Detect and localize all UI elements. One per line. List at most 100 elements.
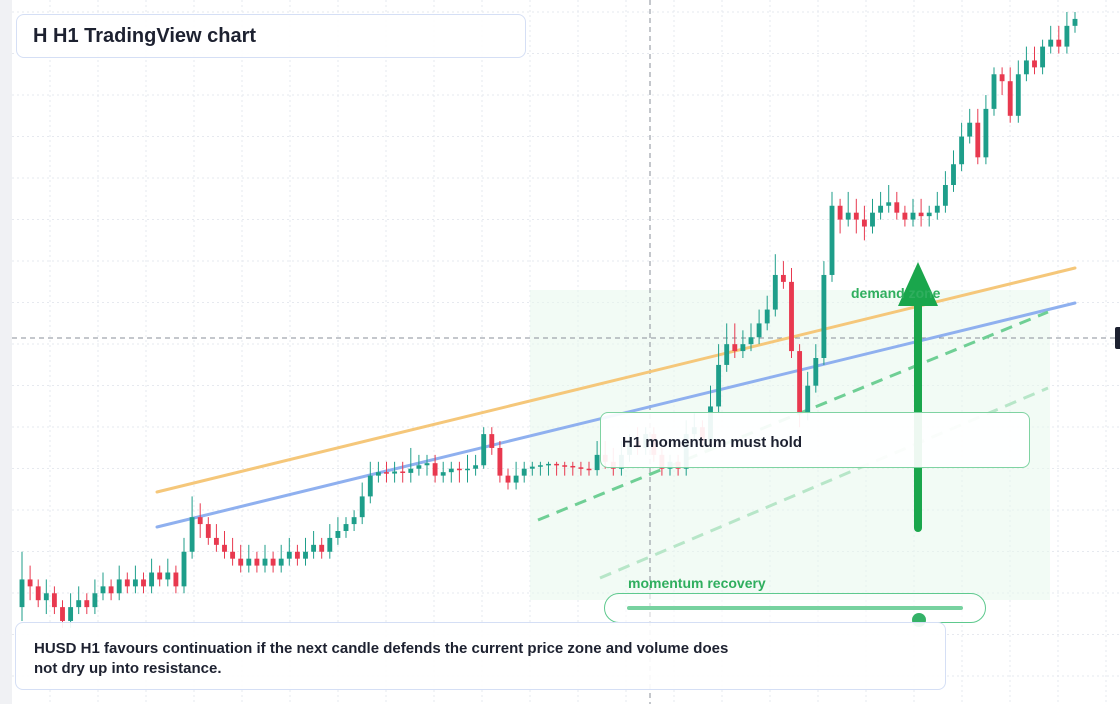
candle-up	[375, 472, 381, 476]
candle-up	[910, 212, 916, 220]
candle-down	[578, 467, 584, 469]
candle-up	[246, 558, 252, 566]
candle-up	[440, 472, 446, 476]
crosshair	[12, 0, 1120, 704]
candle-down	[489, 434, 495, 448]
candle-up	[521, 468, 527, 476]
candle-down	[999, 74, 1005, 82]
candle-down	[918, 212, 924, 217]
candle-down	[586, 468, 592, 471]
candle-up	[481, 434, 487, 466]
candle-down	[432, 463, 438, 476]
candle-up	[829, 205, 835, 275]
candle-up	[805, 385, 811, 414]
candle-up	[76, 600, 82, 608]
candle-up	[821, 274, 827, 358]
candle-down	[837, 205, 843, 220]
candle-down	[1007, 81, 1013, 116]
candle-up	[286, 551, 292, 559]
candle-down	[319, 544, 325, 552]
candle-up	[813, 358, 819, 386]
candle-down	[797, 351, 803, 414]
candle-down	[141, 579, 146, 587]
candle-down	[780, 274, 786, 282]
slider-track[interactable]	[627, 606, 963, 627]
candle-down	[60, 607, 65, 621]
candle-down	[294, 551, 300, 559]
candle-up	[772, 274, 778, 310]
candle-up	[424, 463, 430, 466]
candle-down	[400, 471, 406, 473]
candle-up	[149, 572, 155, 587]
candle-up	[1023, 60, 1029, 75]
candle-down	[173, 572, 179, 587]
candle-down	[197, 517, 203, 525]
candle-up	[878, 205, 884, 213]
candle-down	[384, 472, 389, 474]
candle-down	[732, 344, 738, 352]
candle-down	[497, 447, 503, 476]
candle-down	[975, 122, 981, 158]
candle-down	[789, 281, 794, 352]
candle-up	[92, 593, 98, 608]
candle-up	[367, 475, 373, 497]
candle-down	[902, 212, 908, 220]
candle-up	[934, 205, 940, 213]
candle-up	[408, 468, 414, 473]
candle-down	[570, 465, 576, 468]
momentum-slider[interactable]	[604, 593, 986, 627]
candle-up	[1015, 74, 1021, 116]
candle-up	[262, 558, 268, 566]
candle-up	[870, 212, 875, 227]
demand-zone-label: demand zone	[851, 285, 941, 301]
candle-up	[327, 537, 333, 552]
candle-up	[967, 122, 973, 137]
price-scale-strip	[0, 0, 12, 704]
candle-up	[351, 517, 357, 525]
candle-up	[716, 364, 722, 407]
candle-up	[942, 185, 948, 206]
candle-up	[546, 463, 551, 466]
candle-up	[513, 475, 519, 483]
candle-up	[132, 579, 138, 587]
candle-up	[165, 572, 171, 580]
candle-up	[181, 551, 187, 587]
candle-up	[416, 465, 422, 469]
candle-up	[594, 454, 600, 471]
candle-down	[27, 579, 33, 587]
caption-card: HUSD H1 favours continuation if the next…	[15, 622, 946, 690]
candle-down	[861, 219, 867, 227]
note-card: H1 momentum must hold	[600, 412, 1030, 468]
candle-up	[43, 593, 49, 601]
candle-down	[562, 465, 568, 467]
candle-up	[529, 466, 535, 469]
candle-down	[213, 537, 219, 545]
crosshair-price-marker	[1115, 327, 1120, 349]
candle-down	[1032, 60, 1037, 68]
candle-up	[189, 517, 195, 552]
candle-up	[19, 579, 25, 608]
candle-down	[853, 212, 859, 220]
candle-down	[157, 572, 163, 580]
candle-up	[68, 607, 74, 621]
candle-down	[51, 593, 57, 608]
candle-down	[505, 475, 511, 483]
candle-up	[724, 344, 730, 365]
candle-up	[748, 337, 754, 345]
candle-down	[222, 544, 227, 552]
candle-down	[35, 586, 41, 601]
candle-up	[756, 323, 762, 338]
candle-up	[983, 108, 989, 158]
candle-up	[392, 471, 398, 474]
candle-up	[311, 544, 317, 552]
candle-up	[448, 468, 454, 473]
candle-up	[926, 212, 932, 217]
candle-up	[303, 551, 308, 559]
candle-up	[278, 558, 284, 566]
candle-down	[124, 579, 130, 587]
candle-down	[238, 558, 244, 566]
candle-down	[1056, 39, 1062, 47]
candle-up	[473, 465, 479, 469]
candle-up	[886, 202, 892, 206]
candle-up	[740, 344, 746, 352]
